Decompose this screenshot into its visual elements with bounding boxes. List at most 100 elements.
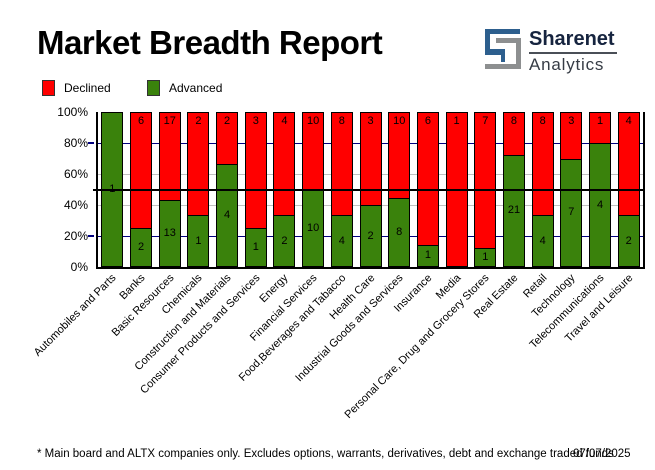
advanced-bar-segment: 1 bbox=[416, 244, 439, 267]
declined-count-label: 1 bbox=[453, 115, 460, 127]
advanced-bar-segment: 2 bbox=[617, 215, 640, 267]
plot-area: 1621713212431421010843210861171821843714… bbox=[93, 112, 645, 269]
page-title: Market Breadth Report bbox=[37, 24, 383, 61]
advanced-count-label: 10 bbox=[307, 221, 320, 234]
advanced-count-label: 4 bbox=[338, 234, 345, 247]
declined-bar-segment: 10 bbox=[302, 112, 325, 190]
declined-bar-segment: 17 bbox=[158, 112, 181, 200]
declined-count-label: 6 bbox=[137, 115, 145, 127]
declined-bar-segment: 2 bbox=[187, 112, 210, 216]
sharenet-logo: Sharenet Analytics bbox=[484, 28, 617, 75]
y-axis-tick-label: 100% bbox=[57, 105, 88, 119]
y-axis-tick-label: 0% bbox=[70, 260, 88, 274]
fifty-percent-line bbox=[93, 188, 643, 191]
advanced-bar-segment: 4 bbox=[216, 163, 239, 267]
y-axis-tick-label: 80% bbox=[63, 136, 88, 150]
declined-bar-segment: 3 bbox=[560, 112, 583, 159]
advanced-count-label: 1 bbox=[195, 234, 202, 247]
advanced-bar-segment: 1 bbox=[244, 228, 267, 267]
advanced-swatch-icon bbox=[147, 80, 160, 96]
declined-count-label: 10 bbox=[307, 115, 320, 127]
advanced-count-label: 2 bbox=[625, 234, 632, 247]
declined-count-label: 4 bbox=[281, 115, 288, 128]
declined-bar-segment: 1 bbox=[589, 112, 612, 143]
declined-swatch-icon bbox=[42, 80, 55, 96]
bar-slot: 17 13 bbox=[155, 112, 184, 267]
declined-count-label: 3 bbox=[367, 115, 374, 127]
y-axis-tick-label: 40% bbox=[63, 198, 88, 212]
declined-bar-segment: 4 bbox=[273, 112, 296, 216]
advanced-count-label: 1 bbox=[424, 249, 431, 262]
y-axis-tick-mark bbox=[88, 235, 94, 237]
advanced-count-label: 1 bbox=[252, 241, 259, 254]
declined-bar-segment: 2 bbox=[216, 112, 239, 164]
declined-count-label: 7 bbox=[482, 115, 489, 127]
declined-count-label: 8 bbox=[539, 115, 546, 128]
legend-item-advanced: Advanced bbox=[147, 80, 222, 96]
advanced-bar-segment: 4 bbox=[589, 143, 612, 267]
declined-count-label: 2 bbox=[195, 115, 202, 128]
advanced-bar-segment: 1 bbox=[474, 247, 497, 267]
declined-count-label: 8 bbox=[338, 115, 345, 128]
declined-bar-segment: 8 bbox=[330, 112, 353, 216]
declined-bar-segment: 10 bbox=[388, 112, 411, 199]
declined-count-label: 17 bbox=[163, 115, 176, 128]
advanced-count-label: 2 bbox=[137, 241, 145, 254]
advanced-bar-segment: 13 bbox=[158, 199, 181, 267]
advanced-count-label: 7 bbox=[568, 206, 575, 219]
advanced-count-label: 4 bbox=[596, 198, 604, 211]
bars-container: 1621713212431421010843210861171821843714… bbox=[98, 112, 643, 267]
declined-bar-segment: 8 bbox=[531, 112, 554, 216]
logo-subname: Analytics bbox=[529, 55, 605, 74]
footnote: * Main board and ALTX companies only. Ex… bbox=[37, 448, 614, 460]
bar: 17 13 bbox=[158, 112, 181, 267]
advanced-count-label: 21 bbox=[507, 204, 521, 217]
declined-bar-segment: 4 bbox=[617, 112, 640, 216]
logo-text: Sharenet Analytics bbox=[529, 28, 617, 75]
declined-count-label: 2 bbox=[224, 115, 231, 128]
advanced-count-label: 4 bbox=[539, 234, 546, 247]
declined-count-label: 8 bbox=[510, 115, 518, 128]
bar-slot: 10 8 bbox=[385, 112, 414, 267]
advanced-bar-segment: 2 bbox=[130, 228, 153, 267]
declined-count-label: 3 bbox=[252, 115, 259, 127]
advanced-count-label: 2 bbox=[281, 234, 288, 247]
legend-advanced-label: Advanced bbox=[169, 81, 223, 95]
declined-bar-segment: 3 bbox=[359, 112, 382, 205]
declined-bar-segment: 3 bbox=[244, 112, 267, 229]
advanced-bar-segment: 2 bbox=[359, 205, 382, 267]
advanced-bar-segment: 1 bbox=[187, 215, 210, 267]
advanced-count-label: 4 bbox=[224, 208, 231, 221]
advanced-bar-segment: 7 bbox=[560, 158, 583, 267]
sharenet-logo-glyph-icon bbox=[485, 29, 521, 69]
declined-count-label: 1 bbox=[596, 115, 604, 127]
advanced-count-label: 8 bbox=[396, 226, 403, 239]
report-date: 07/07/2025 bbox=[573, 448, 631, 460]
advanced-bar-segment: 4 bbox=[531, 215, 554, 267]
y-axis-tick-mark bbox=[88, 142, 94, 144]
declined-bar-segment: 6 bbox=[416, 112, 439, 245]
legend-item-declined: Declined bbox=[42, 80, 111, 96]
advanced-bar-segment: 21 bbox=[502, 154, 525, 267]
declined-count-label: 3 bbox=[568, 115, 575, 127]
declined-count-label: 10 bbox=[393, 115, 406, 128]
bar: 10 8 bbox=[388, 112, 411, 267]
declined-count-label: 6 bbox=[424, 115, 431, 128]
advanced-bar-segment: 8 bbox=[388, 198, 411, 267]
logo-name: Sharenet bbox=[529, 28, 617, 54]
advanced-count-label: 2 bbox=[367, 229, 374, 242]
advanced-bar-segment: 10 bbox=[302, 189, 325, 267]
advanced-count-label: 1 bbox=[482, 250, 489, 263]
